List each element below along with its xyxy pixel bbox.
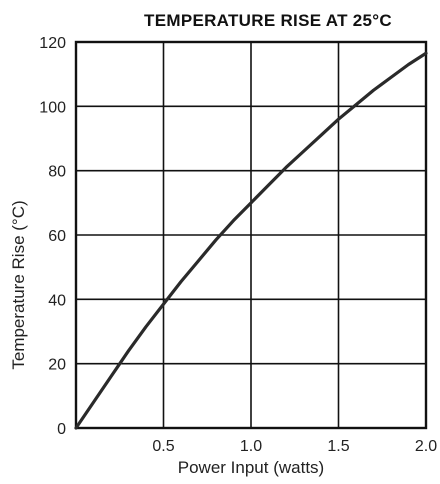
y-axis-ticks: 0 20 40 60 80 100 120 — [39, 35, 66, 438]
y-tick-label-60: 60 — [48, 228, 66, 245]
x-tick-label-1.0: 1.0 — [240, 438, 262, 455]
x-tick-label-2.0: 2.0 — [415, 438, 437, 455]
x-tick-label-0.5: 0.5 — [152, 438, 174, 455]
series-line-0 — [74, 51, 428, 430]
x-axis-label: Power Input (watts) — [178, 458, 324, 477]
grid — [76, 42, 426, 428]
chart-title: TEMPERATURE RISE AT 25°C — [144, 11, 392, 30]
y-axis-label: Temperature Rise (°C) — [9, 200, 28, 369]
y-tick-label-40: 40 — [48, 292, 66, 309]
y-tick-label-120: 120 — [39, 35, 66, 52]
y-tick-label-100: 100 — [39, 99, 66, 116]
x-axis-ticks: 0.5 1.0 1.5 2.0 — [152, 438, 437, 455]
y-tick-label-0: 0 — [57, 421, 66, 438]
y-tick-label-20: 20 — [48, 357, 66, 374]
series-group — [74, 51, 428, 430]
x-tick-label-1.5: 1.5 — [327, 438, 349, 455]
y-tick-label-80: 80 — [48, 164, 66, 181]
plot-frame — [74, 40, 428, 430]
